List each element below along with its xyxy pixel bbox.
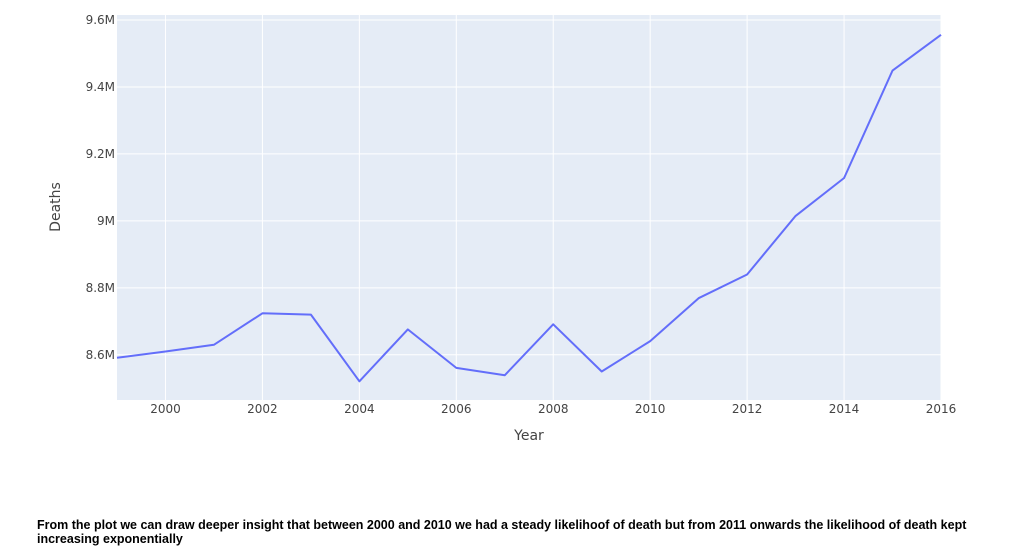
y-tick-label: 9.6M	[86, 13, 115, 27]
x-tick-label: 2008	[538, 402, 569, 416]
y-tick-label: 9M	[97, 214, 115, 228]
series-line	[116, 33, 942, 383]
plot-area	[117, 15, 941, 400]
y-tick-label: 8.8M	[86, 281, 115, 295]
x-tick-label: 2016	[926, 402, 957, 416]
y-gridlines	[117, 19, 941, 356]
x-tick-label: 2010	[635, 402, 666, 416]
x-axis-title: Year	[513, 428, 544, 444]
x-tick-label: 2012	[732, 402, 763, 416]
x-tick-labels: 2000 2002 2004 2006 2008 2010 2012 2014 2016	[150, 402, 956, 416]
y-tick-label: 9.2M	[86, 147, 115, 161]
x-tick-label: 2000	[150, 402, 181, 416]
x-tick-label: 2006	[441, 402, 472, 416]
series-group	[116, 33, 942, 383]
insight-text: From the plot we can draw deeper insight…	[37, 518, 967, 546]
deaths-line-chart: 2000 2002 2004 2006 2008 2010 2012 2014 2016 8.6…	[48, 13, 956, 444]
y-tick-label: 8.6M	[86, 348, 115, 362]
x-gridlines	[164, 15, 942, 400]
x-tick-label: 2004	[344, 402, 375, 416]
y-axis-title: Deaths	[48, 182, 64, 232]
y-tick-labels: 8.6M 8.8M 9M 9.2M 9.4M 9.6M	[86, 13, 115, 362]
y-tick-label: 9.4M	[86, 80, 115, 94]
x-tick-label: 2014	[829, 402, 860, 416]
x-tick-label: 2002	[247, 402, 278, 416]
